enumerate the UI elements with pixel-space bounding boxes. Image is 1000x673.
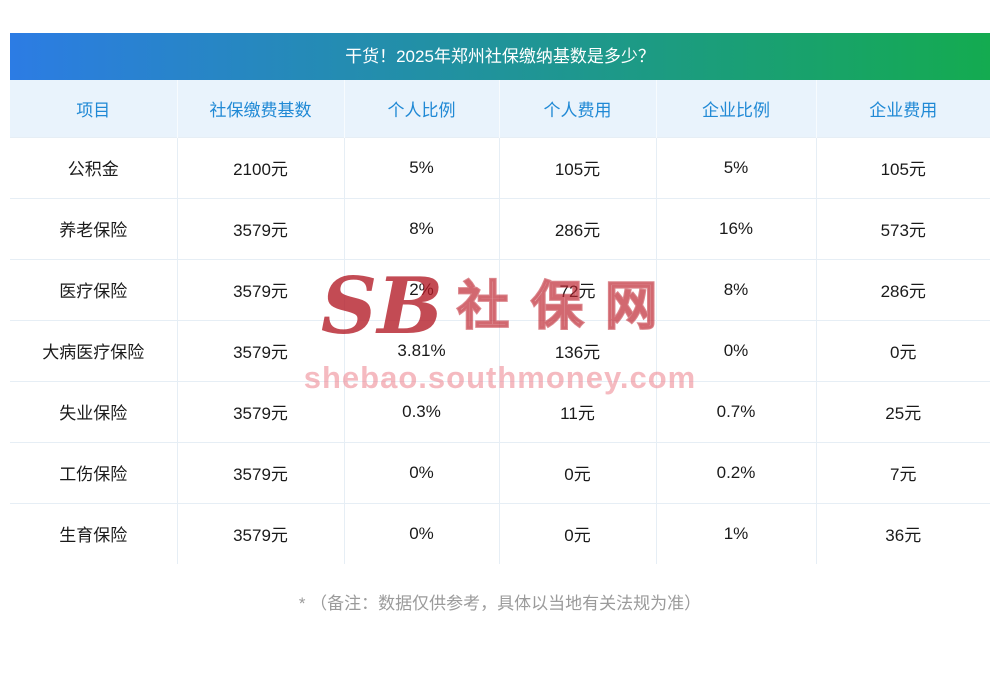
value-cell: 0.2%: [655, 441, 816, 503]
value-cell: 5%: [343, 136, 499, 198]
row-label-cell: 公积金: [10, 136, 177, 198]
value-cell: 286元: [815, 258, 990, 320]
page-title: 干货！2025年郑州社保缴纳基数是多少？: [345, 47, 655, 66]
value-cell: 3.81%: [343, 319, 499, 381]
table-row: 公积金 2100元 5% 105元 5% 105元: [10, 136, 990, 198]
value-cell: 0%: [343, 502, 499, 564]
table-row: 养老保险 3579元 8% 286元 16% 573元: [10, 197, 990, 259]
row-label-cell: 医疗保险: [10, 258, 177, 320]
value-cell: 3579元: [176, 319, 344, 381]
row-label-cell: 养老保险: [10, 197, 177, 259]
value-cell: 0%: [343, 441, 499, 503]
column-header: 企业费用: [815, 80, 990, 137]
row-label-cell: 工伤保险: [10, 441, 177, 503]
value-cell: 3579元: [176, 441, 344, 503]
value-cell: 5%: [655, 136, 816, 198]
value-cell: 0.3%: [343, 380, 499, 442]
value-cell: 3579元: [176, 258, 344, 320]
value-cell: 1%: [655, 502, 816, 564]
value-cell: 8%: [655, 258, 816, 320]
column-header: 企业比例: [655, 80, 816, 137]
table-header-row: 项目 社保缴费基数 个人比例 个人费用 企业比例 企业费用: [10, 80, 990, 137]
social-insurance-table: 项目 社保缴费基数 个人比例 个人费用 企业比例 企业费用 公积金 2100元 5% 105元 5…: [10, 80, 990, 564]
value-cell: 105元: [815, 136, 990, 198]
table-row: 医疗保险 3579元 2% 72元 8% 286元: [10, 258, 990, 320]
value-cell: 105元: [498, 136, 656, 198]
value-cell: 3579元: [176, 197, 344, 259]
table-row: 生育保险 3579元 0% 0元 1% 36元: [10, 502, 990, 564]
table-row: 大病医疗保险 3579元 3.81% 136元 0% 0元: [10, 319, 990, 381]
value-cell: 573元: [815, 197, 990, 259]
column-header: 社保缴费基数: [176, 80, 344, 137]
footnote: * （备注：数据仅供参考，具体以当地有关法规为准）: [298, 594, 702, 613]
row-label-cell: 失业保险: [10, 380, 177, 442]
column-header: 项目: [10, 80, 177, 137]
value-cell: 0元: [498, 502, 656, 564]
value-cell: 7元: [815, 441, 990, 503]
value-cell: 2100元: [176, 136, 344, 198]
page: 干货！2025年郑州社保缴纳基数是多少？ 项目 社保缴费基数 个人比例 个人费用 企业比…: [10, 33, 990, 613]
value-cell: 3579元: [176, 380, 344, 442]
value-cell: 36元: [815, 502, 990, 564]
row-label-cell: 生育保险: [10, 502, 177, 564]
title-bar: 干货！2025年郑州社保缴纳基数是多少？: [10, 33, 990, 80]
table-row: 工伤保险 3579元 0% 0元 0.2% 7元: [10, 441, 990, 503]
value-cell: 72元: [498, 258, 656, 320]
value-cell: 11元: [498, 380, 656, 442]
value-cell: 286元: [498, 197, 656, 259]
value-cell: 136元: [498, 319, 656, 381]
value-cell: 8%: [343, 197, 499, 259]
value-cell: 25元: [815, 380, 990, 442]
column-header: 个人比例: [343, 80, 499, 137]
column-header: 个人费用: [498, 80, 656, 137]
value-cell: 3579元: [176, 502, 344, 564]
value-cell: 0.7%: [655, 380, 816, 442]
value-cell: 2%: [343, 258, 499, 320]
value-cell: 0元: [498, 441, 656, 503]
table-row: 失业保险 3579元 0.3% 11元 0.7% 25元: [10, 380, 990, 442]
value-cell: 16%: [655, 197, 816, 259]
value-cell: 0%: [655, 319, 816, 381]
row-label-cell: 大病医疗保险: [10, 319, 177, 381]
value-cell: 0元: [815, 319, 990, 381]
